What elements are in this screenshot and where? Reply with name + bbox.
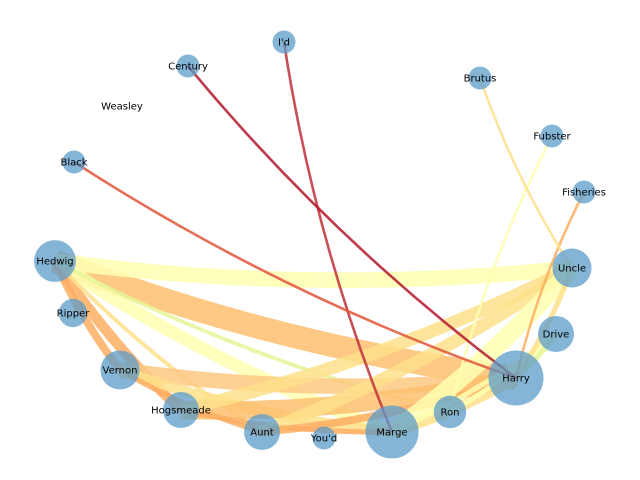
node-drive <box>538 316 574 352</box>
node-label-youd: You'd <box>310 434 337 445</box>
node-hedwig <box>34 240 76 282</box>
node-label-marge: Marge <box>376 428 407 439</box>
node-label-hogsmeade: Hogsmeade <box>151 406 211 417</box>
node-hogsmeade <box>163 392 199 428</box>
edge-fubster-ron <box>448 135 554 413</box>
node-label-uncle: Uncle <box>558 264 586 275</box>
edge-layer <box>50 41 586 440</box>
edge-black-harry <box>73 160 517 380</box>
edge-hogsmeade-uncle <box>179 262 575 417</box>
edge-id-marge <box>282 41 394 433</box>
node-ripper <box>58 298 88 328</box>
node-label-vernon: Vernon <box>103 366 138 377</box>
node-vernon <box>100 350 140 390</box>
edge-century-harry <box>186 65 517 380</box>
node-id <box>272 30 296 54</box>
node-label-aunt: Aunt <box>250 428 274 439</box>
node-label-ron: Ron <box>441 408 460 419</box>
edge-hedwig-uncle <box>53 253 573 289</box>
edge-hogsmeade-harry <box>180 369 518 420</box>
node-uncle <box>552 248 592 288</box>
node-ron <box>433 395 467 429</box>
node-label-id: I'd <box>278 38 290 49</box>
label-layer: I'd Century Brutus Weasley Fubster Black Fishe… <box>36 38 606 445</box>
node-marge <box>365 405 419 459</box>
edge-brutus-uncle <box>478 77 574 269</box>
edge-hedwig-marge <box>51 255 395 439</box>
node-label-harry: Harry <box>502 374 530 385</box>
edge-hedwig-harry <box>50 250 518 390</box>
node-label-ripper: Ripper <box>57 309 91 320</box>
node-aunt <box>244 414 280 450</box>
node-black <box>62 150 86 174</box>
node-harry <box>488 350 544 406</box>
node-label-brutus: Brutus <box>464 74 497 85</box>
node-label-hedwig: Hedwig <box>36 257 73 268</box>
node-label-fubster: Fubster <box>533 132 571 143</box>
node-label-drive: Drive <box>543 330 570 341</box>
edge-aunt-uncle <box>259 262 576 439</box>
node-century <box>176 54 200 78</box>
node-label-century: Century <box>168 62 208 73</box>
node-fubster <box>540 124 564 148</box>
node-brutus <box>468 66 492 90</box>
node-label-black: Black <box>60 158 87 169</box>
node-layer <box>34 30 596 459</box>
node-label-weasley: Weasley <box>101 102 143 113</box>
node-label-fisheries: Fisheries <box>562 188 606 199</box>
node-fisheries <box>572 180 596 204</box>
node-youd <box>312 426 336 450</box>
